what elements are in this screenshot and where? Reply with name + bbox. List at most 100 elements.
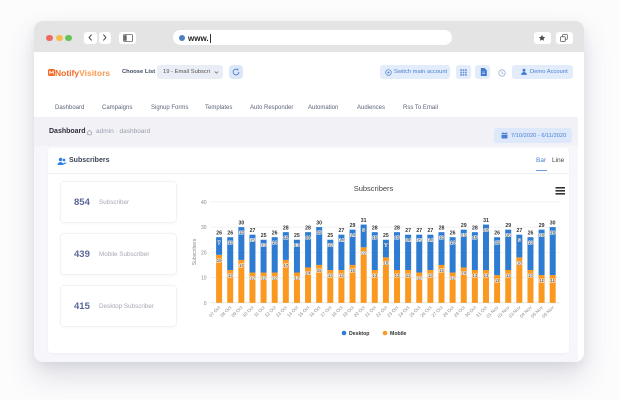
svg-text:18: 18 bbox=[484, 228, 489, 233]
svg-text:13: 13 bbox=[228, 273, 233, 278]
svg-text:Subscribers: Subscribers bbox=[192, 238, 198, 265]
svg-text:20: 20 bbox=[201, 250, 207, 256]
svg-text:06 Nov: 06 Nov bbox=[541, 304, 555, 318]
svg-text:25: 25 bbox=[383, 233, 389, 239]
svg-text:13: 13 bbox=[295, 243, 300, 248]
svg-text:13: 13 bbox=[484, 273, 489, 278]
svg-text:27: 27 bbox=[405, 228, 411, 234]
svg-text:31: 31 bbox=[361, 218, 367, 224]
svg-text:Desktop: Desktop bbox=[349, 331, 369, 337]
svg-text:13: 13 bbox=[261, 243, 266, 248]
svg-text:12: 12 bbox=[261, 276, 266, 281]
svg-text:14: 14 bbox=[450, 240, 455, 245]
svg-text:10 Oct: 10 Oct bbox=[242, 304, 256, 318]
svg-text:11: 11 bbox=[550, 278, 555, 283]
svg-text:29: 29 bbox=[350, 223, 356, 229]
svg-text:12: 12 bbox=[272, 276, 277, 281]
svg-text:28: 28 bbox=[283, 226, 289, 232]
svg-text:28: 28 bbox=[439, 226, 445, 232]
svg-text:27: 27 bbox=[416, 228, 422, 234]
svg-text:13: 13 bbox=[328, 273, 333, 278]
svg-text:15: 15 bbox=[317, 268, 322, 273]
svg-text:15: 15 bbox=[317, 230, 322, 235]
svg-text:27: 27 bbox=[250, 228, 256, 234]
svg-text:13: 13 bbox=[228, 240, 233, 245]
svg-text:11: 11 bbox=[495, 278, 500, 283]
svg-text:27: 27 bbox=[339, 228, 345, 234]
svg-text:13: 13 bbox=[528, 273, 533, 278]
svg-text:29: 29 bbox=[461, 223, 467, 229]
svg-text:12: 12 bbox=[450, 276, 455, 281]
svg-text:27: 27 bbox=[516, 228, 522, 234]
svg-text:26: 26 bbox=[450, 231, 456, 237]
svg-text:28: 28 bbox=[394, 226, 400, 232]
svg-text:13: 13 bbox=[439, 235, 444, 240]
svg-text:13: 13 bbox=[472, 273, 477, 278]
svg-text:13: 13 bbox=[339, 273, 344, 278]
svg-text:29: 29 bbox=[505, 223, 511, 229]
svg-text:13: 13 bbox=[395, 273, 400, 278]
svg-text:9: 9 bbox=[518, 238, 521, 243]
svg-text:26: 26 bbox=[528, 231, 534, 237]
svg-text:28: 28 bbox=[372, 226, 378, 232]
svg-text:25: 25 bbox=[261, 233, 267, 239]
svg-text:17: 17 bbox=[283, 263, 288, 268]
svg-text:17: 17 bbox=[239, 263, 244, 268]
svg-text:14: 14 bbox=[428, 238, 433, 243]
svg-text:14: 14 bbox=[306, 235, 311, 240]
svg-text:30: 30 bbox=[550, 221, 556, 227]
svg-text:15: 15 bbox=[417, 238, 422, 243]
svg-text:15: 15 bbox=[495, 240, 500, 245]
svg-text:14: 14 bbox=[350, 233, 355, 238]
svg-text:15: 15 bbox=[250, 238, 255, 243]
svg-text:13: 13 bbox=[428, 273, 433, 278]
svg-text:18: 18 bbox=[517, 260, 522, 265]
svg-text:19: 19 bbox=[550, 230, 555, 235]
svg-text:40: 40 bbox=[201, 200, 207, 206]
svg-text:13: 13 bbox=[239, 230, 244, 235]
svg-text:25: 25 bbox=[294, 233, 300, 239]
svg-text:Subscribers: Subscribers bbox=[354, 184, 394, 193]
svg-text:12: 12 bbox=[328, 243, 333, 248]
svg-text:13: 13 bbox=[506, 273, 511, 278]
svg-text:26: 26 bbox=[272, 231, 278, 237]
svg-text:14: 14 bbox=[461, 270, 466, 275]
svg-text:30: 30 bbox=[238, 221, 244, 227]
svg-text:15: 15 bbox=[461, 233, 466, 238]
svg-text:19: 19 bbox=[217, 258, 222, 263]
svg-text:28: 28 bbox=[305, 226, 311, 232]
svg-text:18: 18 bbox=[384, 260, 389, 265]
svg-text:Mobile: Mobile bbox=[390, 331, 407, 337]
svg-text:30: 30 bbox=[316, 221, 322, 227]
svg-text:13: 13 bbox=[406, 273, 411, 278]
svg-text:26: 26 bbox=[227, 231, 233, 237]
svg-text:31: 31 bbox=[483, 218, 489, 224]
svg-text:27: 27 bbox=[427, 228, 433, 234]
svg-text:26: 26 bbox=[494, 231, 500, 237]
svg-text:13: 13 bbox=[372, 273, 377, 278]
svg-text:16: 16 bbox=[506, 233, 511, 238]
svg-text:13: 13 bbox=[528, 240, 533, 245]
svg-text:11: 11 bbox=[284, 235, 289, 240]
svg-text:14: 14 bbox=[306, 270, 311, 275]
svg-text:29: 29 bbox=[539, 223, 545, 229]
svg-text:12: 12 bbox=[295, 276, 300, 281]
svg-text:14: 14 bbox=[406, 238, 411, 243]
svg-text:10: 10 bbox=[201, 276, 207, 282]
svg-text:7: 7 bbox=[385, 243, 388, 248]
svg-text:15: 15 bbox=[350, 268, 355, 273]
svg-text:15: 15 bbox=[472, 235, 477, 240]
svg-text:18: 18 bbox=[539, 233, 544, 238]
svg-text:30: 30 bbox=[201, 225, 207, 231]
svg-text:26: 26 bbox=[216, 231, 222, 237]
svg-text:0: 0 bbox=[204, 301, 207, 307]
svg-text:15: 15 bbox=[372, 235, 377, 240]
svg-text:7: 7 bbox=[218, 240, 221, 245]
svg-text:14: 14 bbox=[339, 238, 344, 243]
svg-text:15: 15 bbox=[439, 268, 444, 273]
svg-text:12: 12 bbox=[250, 276, 255, 281]
svg-text:14: 14 bbox=[272, 240, 277, 245]
svg-text:22: 22 bbox=[361, 250, 366, 255]
svg-text:12: 12 bbox=[417, 276, 422, 281]
svg-text:15: 15 bbox=[395, 235, 400, 240]
